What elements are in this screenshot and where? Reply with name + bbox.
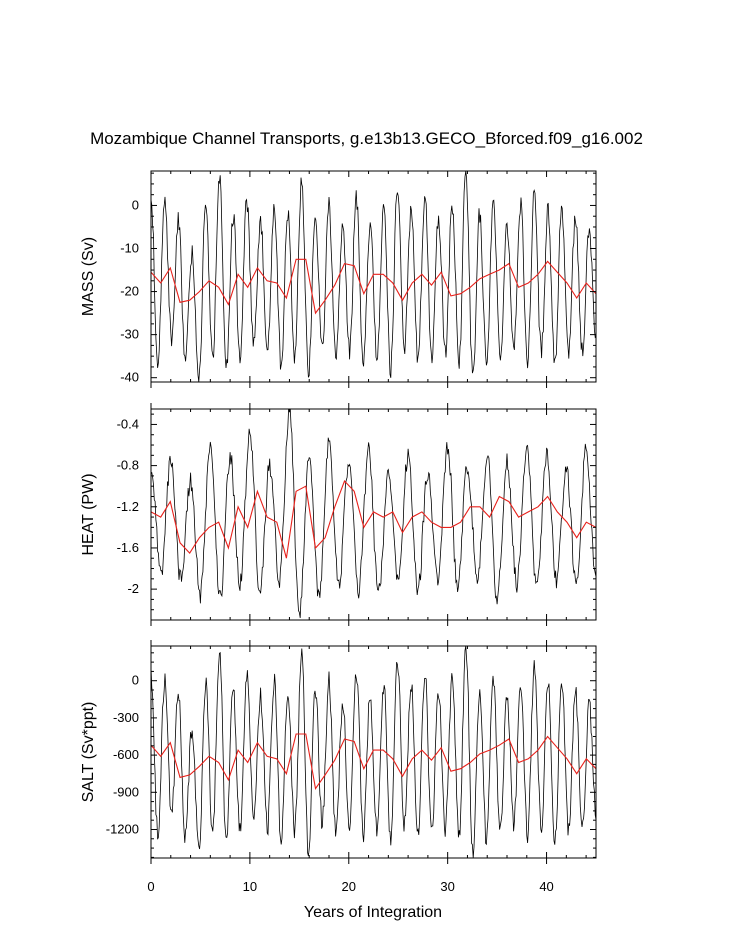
- y-tick-label-heat: -0.4: [117, 416, 139, 431]
- y-tick-label-salt: -1200: [106, 821, 139, 836]
- y-tick-label-salt: 0: [132, 673, 139, 688]
- panel-frame-heat: [150, 408, 597, 621]
- y-tick-label-mass: -40: [120, 370, 139, 385]
- y-tick-label-salt: -300: [113, 710, 139, 725]
- series-annual-heat: [151, 479, 596, 559]
- y-tick-label-mass: -10: [120, 241, 139, 256]
- y-tick-label-salt: -600: [113, 747, 139, 762]
- x-tick-label: 40: [539, 879, 553, 894]
- panel-salt: 0 -300 -600 -900 -1200 SALT (Sv*ppt): [80, 640, 597, 864]
- series-annual-mass: [151, 258, 596, 315]
- y-tick-label-heat: -1.6: [117, 540, 139, 555]
- y-tick-label-heat: -0.8: [117, 458, 139, 473]
- panel-frame-mass: [150, 170, 597, 383]
- x-tick-label: 0: [147, 879, 154, 894]
- panel-mass: 0 -10 -20 -30 -40 MASS (Sv): [80, 170, 597, 388]
- x-tick-label: 30: [440, 879, 454, 894]
- panel-heat: -0.4 -0.8 -1.2 -1.6 -2 HEAT (PW): [80, 403, 597, 626]
- series-annual-salt: [151, 733, 596, 791]
- series-monthly-heat: [151, 409, 596, 618]
- x-tick-label: 20: [342, 879, 356, 894]
- y-axis-label-heat: HEAT (PW): [80, 473, 97, 555]
- y-tick-label-heat: -1.2: [117, 499, 139, 514]
- y-axis-label-salt: SALT (Sv*ppt): [80, 702, 97, 803]
- y-tick-label-mass: -30: [120, 327, 139, 342]
- y-tick-label-heat: -2: [127, 581, 139, 596]
- x-axis-label: Years of Integration: [304, 904, 442, 921]
- y-tick-label-mass: -20: [120, 284, 139, 299]
- series-monthly-salt: [151, 646, 596, 858]
- y-tick-label-mass: 0: [132, 197, 139, 212]
- panel-frame-salt: [150, 645, 597, 859]
- series-monthly-mass: [151, 171, 596, 382]
- x-tick-label: 10: [243, 879, 257, 894]
- y-tick-label-salt: -900: [113, 784, 139, 799]
- chart-title: Mozambique Channel Transports, g.e13b13.…: [90, 129, 643, 148]
- y-axis-label-mass: MASS (Sv): [80, 237, 97, 316]
